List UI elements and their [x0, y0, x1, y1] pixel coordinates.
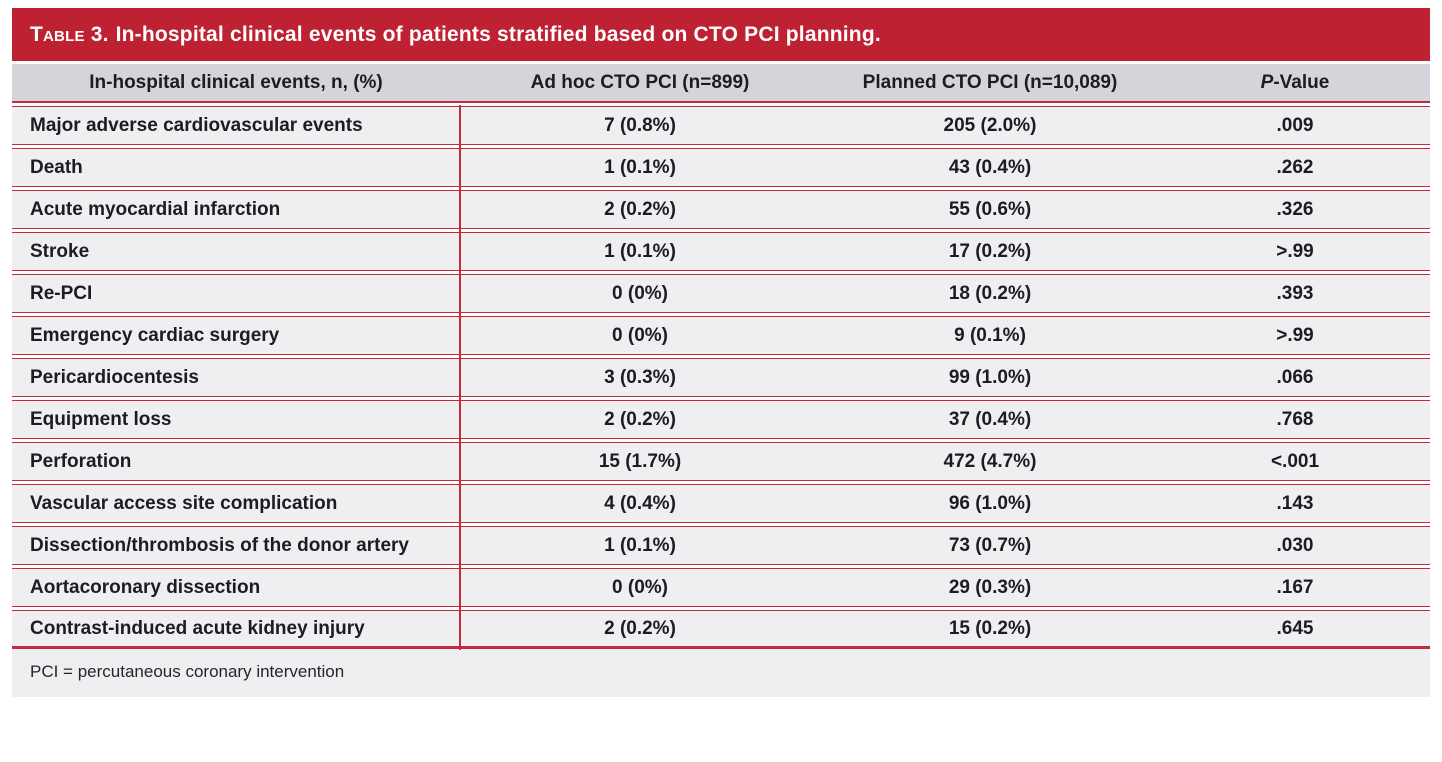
- table-row: Re-PCI 0 (0%) 18 (0.2%) .393: [12, 274, 1430, 313]
- cell-pvalue: .393: [1160, 274, 1430, 313]
- cell-pvalue: .143: [1160, 484, 1430, 523]
- cell-adhoc: 7 (0.8%): [460, 106, 820, 145]
- table-row: Emergency cardiac surgery 0 (0%) 9 (0.1%) >…: [12, 316, 1430, 355]
- cell-pvalue: <.001: [1160, 442, 1430, 481]
- cell-planned: 18 (0.2%): [820, 274, 1160, 313]
- cell-event: Acute myocardial infarction: [12, 190, 460, 229]
- cell-adhoc: 2 (0.2%): [460, 190, 820, 229]
- cell-adhoc: 1 (0.1%): [460, 148, 820, 187]
- cell-pvalue: .262: [1160, 148, 1430, 187]
- column-header-adhoc: Ad hoc CTO PCI (n=899): [460, 64, 820, 103]
- cell-pvalue: .066: [1160, 358, 1430, 397]
- cell-event: Equipment loss: [12, 400, 460, 439]
- cell-planned: 472 (4.7%): [820, 442, 1160, 481]
- cell-event: Stroke: [12, 232, 460, 271]
- column-header-events-label: In-hospital clinical events, n, (%): [89, 71, 383, 93]
- cell-adhoc: 0 (0%): [460, 274, 820, 313]
- cell-planned: 37 (0.4%): [820, 400, 1160, 439]
- table-row: Vascular access site complication 4 (0.4%…: [12, 484, 1430, 523]
- table-row: Contrast-induced acute kidney injury 2 (0…: [12, 610, 1430, 649]
- cell-adhoc: 3 (0.3%): [460, 358, 820, 397]
- table-row: Stroke 1 (0.1%) 17 (0.2%) >.99: [12, 232, 1430, 271]
- table-row: Perforation 15 (1.7%) 472 (4.7%) <.001: [12, 442, 1430, 481]
- cell-adhoc: 0 (0%): [460, 568, 820, 607]
- column-header-events: In-hospital clinical events, n, (%): [12, 64, 460, 103]
- column-divider-rule: [459, 105, 461, 650]
- cell-event: Death: [12, 148, 460, 187]
- table-row: Pericardiocentesis 3 (0.3%) 99 (1.0%) .066: [12, 358, 1430, 397]
- table-row: Aortacoronary dissection 0 (0%) 29 (0.3%).…: [12, 568, 1430, 607]
- table-row: Equipment loss 2 (0.2%) 37 (0.4%) .768: [12, 400, 1430, 439]
- cell-pvalue: .768: [1160, 400, 1430, 439]
- cell-event: Major adverse cardiovascular events: [12, 106, 460, 145]
- cell-event: Pericardiocentesis: [12, 358, 460, 397]
- cell-pvalue: .167: [1160, 568, 1430, 607]
- cell-pvalue: .009: [1160, 106, 1430, 145]
- cell-planned: 15 (0.2%): [820, 610, 1160, 649]
- column-header-row: In-hospital clinical events, n, (%) Ad h…: [12, 64, 1430, 103]
- cell-planned: 43 (0.4%): [820, 148, 1160, 187]
- table-body: Major adverse cardiovascular events 7 (0.…: [12, 106, 1430, 649]
- cell-event: Aortacoronary dissection: [12, 568, 460, 607]
- table-title-bar: Table 3. In-hospital clinical events of …: [12, 8, 1430, 61]
- cell-event: Emergency cardiac surgery: [12, 316, 460, 355]
- column-header-planned: Planned CTO PCI (n=10,089): [820, 64, 1160, 103]
- column-header-pvalue: P-Value: [1160, 64, 1430, 103]
- table-row: Major adverse cardiovascular events 7 (0.…: [12, 106, 1430, 145]
- cell-adhoc: 0 (0%): [460, 316, 820, 355]
- cell-event: Dissection/thrombosis of the donor arter…: [12, 526, 460, 565]
- table-row: Death 1 (0.1%) 43 (0.4%) .262: [12, 148, 1430, 187]
- cell-adhoc: 15 (1.7%): [460, 442, 820, 481]
- cell-pvalue: .645: [1160, 610, 1430, 649]
- column-header-adhoc-label: Ad hoc CTO PCI (n=899): [530, 71, 750, 93]
- cell-pvalue: >.99: [1160, 232, 1430, 271]
- cell-planned: 9 (0.1%): [820, 316, 1160, 355]
- table-title: In-hospital clinical events of patients …: [115, 22, 881, 46]
- cell-pvalue: >.99: [1160, 316, 1430, 355]
- cell-adhoc: 2 (0.2%): [460, 400, 820, 439]
- cell-adhoc: 1 (0.1%): [460, 526, 820, 565]
- clinical-events-table: In-hospital clinical events, n, (%) Ad h…: [12, 61, 1430, 652]
- cell-planned: 205 (2.0%): [820, 106, 1160, 145]
- cell-planned: 96 (1.0%): [820, 484, 1160, 523]
- cell-event: Vascular access site complication: [12, 484, 460, 523]
- table-row: Dissection/thrombosis of the donor arter…: [12, 526, 1430, 565]
- cell-pvalue: .030: [1160, 526, 1430, 565]
- cell-planned: 29 (0.3%): [820, 568, 1160, 607]
- column-header-pvalue-label: P-Value: [1260, 71, 1330, 93]
- cell-planned: 17 (0.2%): [820, 232, 1160, 271]
- table-footnote: PCI = percutaneous coronary intervention: [12, 649, 1430, 697]
- table-number-label: Table 3.: [30, 22, 109, 46]
- cell-event: Re-PCI: [12, 274, 460, 313]
- cell-planned: 55 (0.6%): [820, 190, 1160, 229]
- cell-adhoc: 1 (0.1%): [460, 232, 820, 271]
- table-row: Acute myocardial infarction 2 (0.2%) 55 (0…: [12, 190, 1430, 229]
- table-3-card: Table 3. In-hospital clinical events of …: [12, 8, 1430, 697]
- cell-event: Perforation: [12, 442, 460, 481]
- cell-event: Contrast-induced acute kidney injury: [12, 610, 460, 649]
- cell-adhoc: 4 (0.4%): [460, 484, 820, 523]
- cell-planned: 73 (0.7%): [820, 526, 1160, 565]
- cell-planned: 99 (1.0%): [820, 358, 1160, 397]
- cell-adhoc: 2 (0.2%): [460, 610, 820, 649]
- column-header-planned-label: Planned CTO PCI (n=10,089): [862, 71, 1118, 93]
- cell-pvalue: .326: [1160, 190, 1430, 229]
